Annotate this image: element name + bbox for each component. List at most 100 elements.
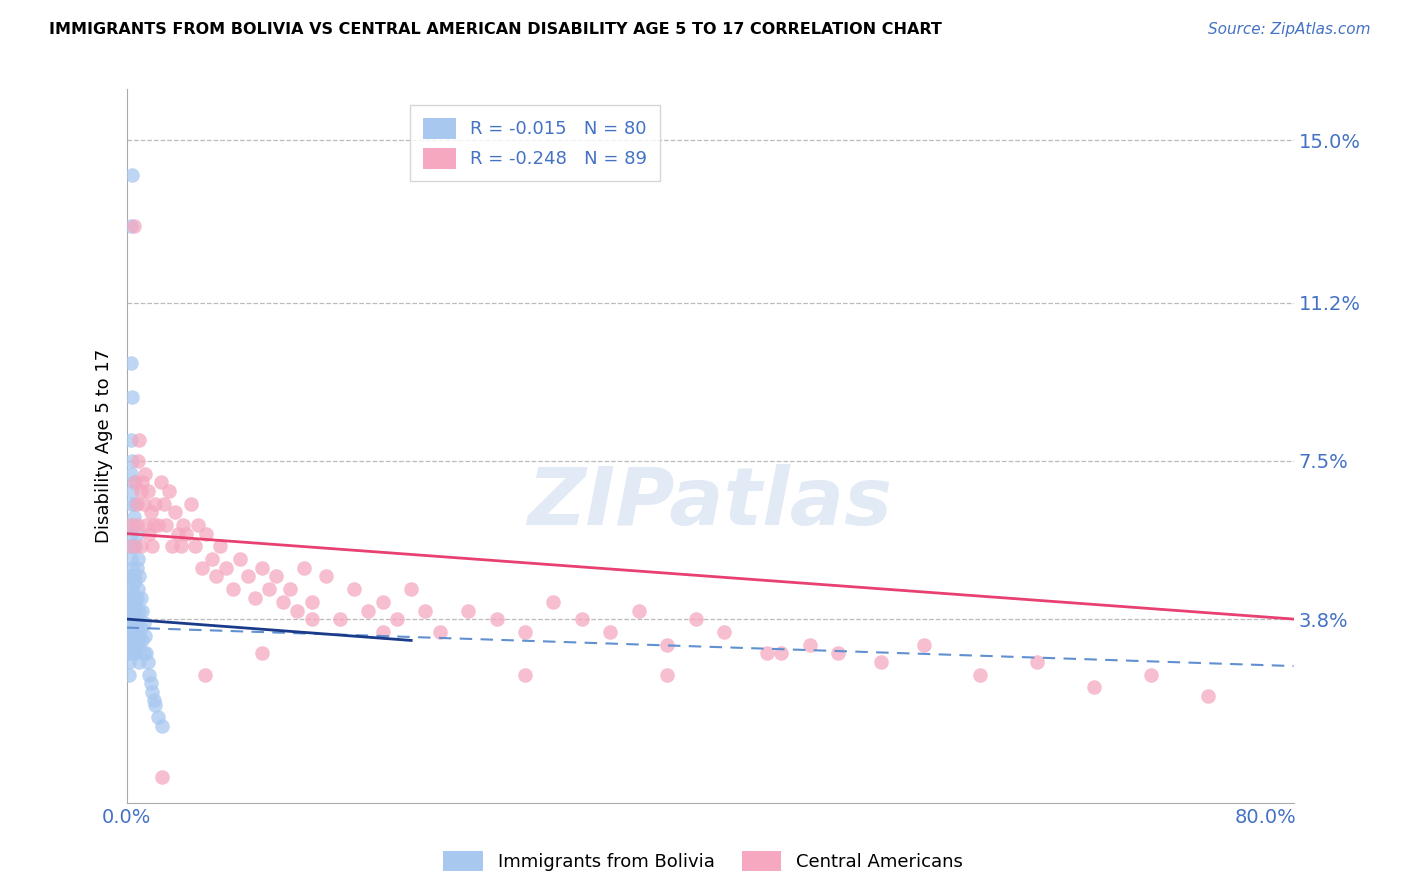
Point bbox=[132, 497, 155, 511]
Point bbox=[118, 667, 141, 681]
Point bbox=[385, 612, 408, 626]
Point bbox=[912, 638, 935, 652]
Point bbox=[118, 612, 141, 626]
Point bbox=[371, 595, 394, 609]
Point bbox=[118, 569, 141, 583]
Point bbox=[120, 603, 142, 617]
Point bbox=[415, 603, 437, 617]
Point bbox=[122, 509, 145, 524]
Point bbox=[120, 621, 142, 635]
Point bbox=[166, 526, 188, 541]
Point bbox=[118, 591, 141, 605]
Point bbox=[120, 612, 142, 626]
Point bbox=[205, 569, 228, 583]
Point bbox=[146, 710, 169, 724]
Point bbox=[121, 540, 143, 554]
Point bbox=[118, 633, 141, 648]
Point bbox=[399, 582, 422, 596]
Point bbox=[120, 569, 142, 583]
Point bbox=[128, 629, 150, 643]
Point bbox=[294, 561, 316, 575]
Point bbox=[122, 540, 145, 554]
Point bbox=[122, 595, 145, 609]
Point bbox=[129, 621, 152, 635]
Point bbox=[118, 540, 141, 554]
Point bbox=[118, 646, 141, 660]
Point bbox=[120, 638, 142, 652]
Point bbox=[301, 595, 323, 609]
Point bbox=[969, 667, 991, 681]
Point bbox=[120, 356, 142, 370]
Point bbox=[121, 168, 143, 182]
Point bbox=[125, 518, 148, 533]
Point bbox=[143, 698, 166, 712]
Point bbox=[329, 612, 352, 626]
Point bbox=[132, 646, 155, 660]
Point bbox=[131, 475, 153, 490]
Point bbox=[121, 390, 143, 404]
Point bbox=[163, 505, 186, 519]
Point bbox=[127, 612, 149, 626]
Point bbox=[135, 646, 157, 660]
Point bbox=[869, 655, 891, 669]
Point bbox=[827, 646, 849, 660]
Point bbox=[120, 629, 142, 643]
Point bbox=[250, 561, 273, 575]
Point bbox=[627, 603, 650, 617]
Point bbox=[121, 540, 143, 554]
Point bbox=[139, 676, 162, 690]
Point bbox=[125, 497, 148, 511]
Point bbox=[236, 569, 259, 583]
Point bbox=[152, 497, 174, 511]
Point bbox=[120, 582, 142, 596]
Point bbox=[121, 483, 143, 498]
Point bbox=[155, 518, 177, 533]
Point bbox=[194, 667, 217, 681]
Point bbox=[125, 616, 148, 631]
Point bbox=[129, 483, 152, 498]
Point bbox=[127, 582, 149, 596]
Point bbox=[571, 612, 593, 626]
Point bbox=[457, 603, 479, 617]
Point bbox=[143, 497, 166, 511]
Point bbox=[135, 518, 157, 533]
Point bbox=[121, 454, 143, 468]
Point bbox=[180, 497, 202, 511]
Point bbox=[131, 603, 153, 617]
Point bbox=[120, 433, 142, 447]
Point bbox=[136, 483, 159, 498]
Point bbox=[301, 612, 323, 626]
Point bbox=[125, 638, 148, 652]
Point bbox=[1026, 655, 1049, 669]
Point bbox=[657, 638, 679, 652]
Point bbox=[157, 483, 180, 498]
Point bbox=[121, 582, 143, 596]
Legend: R = -0.015   N = 80, R = -0.248   N = 89: R = -0.015 N = 80, R = -0.248 N = 89 bbox=[411, 105, 659, 181]
Point bbox=[229, 552, 252, 566]
Text: Source: ZipAtlas.com: Source: ZipAtlas.com bbox=[1208, 22, 1371, 37]
Point bbox=[124, 497, 146, 511]
Point bbox=[122, 616, 145, 631]
Point bbox=[150, 770, 173, 784]
Point bbox=[129, 540, 152, 554]
Point bbox=[160, 540, 183, 554]
Point bbox=[799, 638, 821, 652]
Point bbox=[278, 582, 301, 596]
Point bbox=[149, 475, 172, 490]
Point bbox=[657, 667, 679, 681]
Point bbox=[209, 540, 232, 554]
Point bbox=[770, 646, 793, 660]
Point bbox=[1083, 681, 1105, 695]
Point bbox=[513, 667, 536, 681]
Point bbox=[125, 591, 148, 605]
Point bbox=[121, 616, 143, 631]
Point bbox=[124, 603, 146, 617]
Point bbox=[128, 655, 150, 669]
Point bbox=[120, 646, 142, 660]
Text: IMMIGRANTS FROM BOLIVIA VS CENTRAL AMERICAN DISABILITY AGE 5 TO 17 CORRELATION C: IMMIGRANTS FROM BOLIVIA VS CENTRAL AMERI… bbox=[49, 22, 942, 37]
Point bbox=[125, 561, 148, 575]
Point bbox=[357, 603, 380, 617]
Point bbox=[201, 552, 224, 566]
Point bbox=[121, 603, 143, 617]
Point bbox=[134, 467, 156, 481]
